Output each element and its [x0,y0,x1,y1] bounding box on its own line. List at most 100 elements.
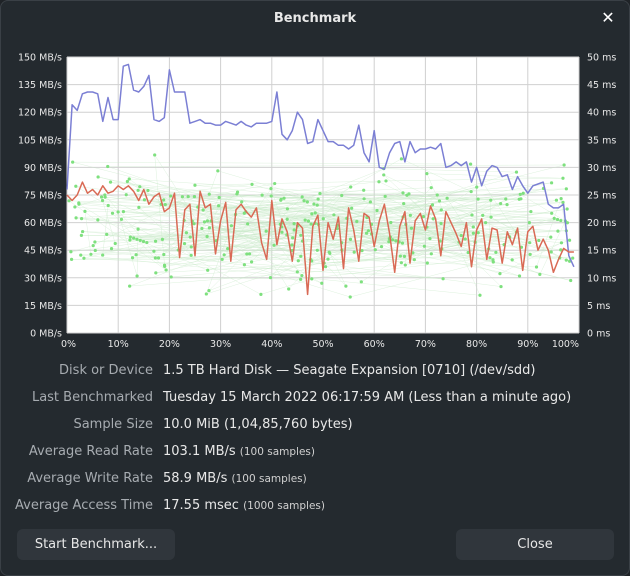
right-axis-tick-label: 20 ms [587,218,616,229]
access-time-point [518,192,522,196]
access-time-link [127,181,232,226]
access-time-point [377,180,381,184]
access-time-point [360,248,364,253]
access-time-point [182,242,187,246]
access-time-point [134,253,138,257]
access-time-point [285,217,289,221]
sample-size-value: 10.0 MiB (1,04,85,760 bytes) [163,417,353,432]
write-rate-row: Average Write Rate 58.9 MB/s (100 sample… [1,471,629,491]
access-time-link [194,184,303,198]
access-time-point [556,229,560,233]
access-time-link [107,166,195,197]
access-time-point [350,206,354,210]
right-axis-tick-label: 30 ms [587,163,616,174]
start-benchmark-button[interactable]: Start Benchmark... [17,529,175,560]
access-time-point [125,179,129,184]
left-axis-tick-label: 120 MB/s [18,108,62,119]
access-time-point [476,197,480,201]
access-time-link [153,200,281,252]
left-axis-tick-label: 45 MB/s [24,246,62,257]
access-time-point [138,238,142,242]
access-time-point [475,185,479,189]
left-axis-tick-label: 15 MB/s [24,301,62,312]
access-time-point [189,245,193,249]
access-time-point [201,208,205,212]
right-axis-tick-label: 25 ms [587,191,616,202]
access-time-point [220,257,224,261]
access-time-point [390,238,395,242]
access-time-point [469,162,473,166]
access-time-point [505,203,509,207]
access-time-point [394,239,398,243]
access-time-point [425,172,429,176]
access-time-point [137,205,141,209]
close-button[interactable]: Close [456,529,614,560]
access-time-link [190,201,371,238]
access-time-point [96,175,100,179]
benchmark-chart: 0 MB/s 15 MB/s 30 MB/s 45 MB/s 60 MB/s 75 MB/… [18,53,616,351]
access-time-point [91,244,95,248]
access-time-point [200,226,204,231]
access-time-point [310,259,314,263]
access-time-link [327,258,537,268]
access-time-point [373,248,377,252]
access-time-point [299,233,303,237]
access-time-point [291,236,295,240]
access-time-link [106,194,438,235]
access-time-point [216,204,221,208]
access-time-point [121,210,126,214]
access-time-point [142,198,147,202]
access-time-link [209,170,219,195]
access-time-point [222,253,226,257]
access-time-point [235,190,240,194]
access-time-point [119,217,124,221]
access-time-point [156,256,161,260]
access-time-point [273,181,277,186]
access-time-link [260,278,312,295]
access-time-point [240,200,244,204]
access-time-point [470,213,474,217]
access-time-point [124,193,128,197]
access-time-link [78,202,324,219]
read-rate-value-group: 103.1 MB/s (100 samples) [163,444,315,459]
access-time-point [310,277,314,281]
access-time-point [320,281,324,285]
access-time-link [140,240,208,271]
write-rate-value: 58.9 MB/s [163,471,228,486]
access-time-point [321,217,325,221]
access-time-link [82,231,522,248]
access-time-point [83,209,87,213]
close-icon[interactable]: ✕ [601,8,615,27]
access-time-link [97,219,191,238]
access-time-point [437,199,442,203]
access-time-link [361,200,491,283]
access-time-point [272,243,276,247]
access-time-point [489,198,493,202]
access-time-link [281,190,364,200]
access-time-point [382,173,386,177]
access-time-point [571,256,575,260]
access-time-link [222,158,402,260]
access-time-link [350,259,494,298]
titlebar: Benchmark ✕ [1,1,629,37]
access-time-point [537,238,541,243]
access-time-point [285,207,290,211]
access-time-point [567,238,572,242]
access-time-point [362,188,366,192]
access-time-point [326,257,330,261]
access-time-point [389,220,393,225]
access-time-link [366,171,517,218]
access-time-point [383,194,387,199]
access-time-point [559,248,563,252]
access-time-point [349,185,353,189]
access-time-link [102,200,116,244]
access-time-point [207,289,211,293]
access-time-point [299,277,303,281]
access-time-link [71,252,413,260]
access-time-point [402,202,406,206]
access-time-point [428,237,432,241]
access-time-link [426,173,563,179]
access-time-value: 17.55 msec [163,498,239,513]
access-time-link [207,191,238,222]
